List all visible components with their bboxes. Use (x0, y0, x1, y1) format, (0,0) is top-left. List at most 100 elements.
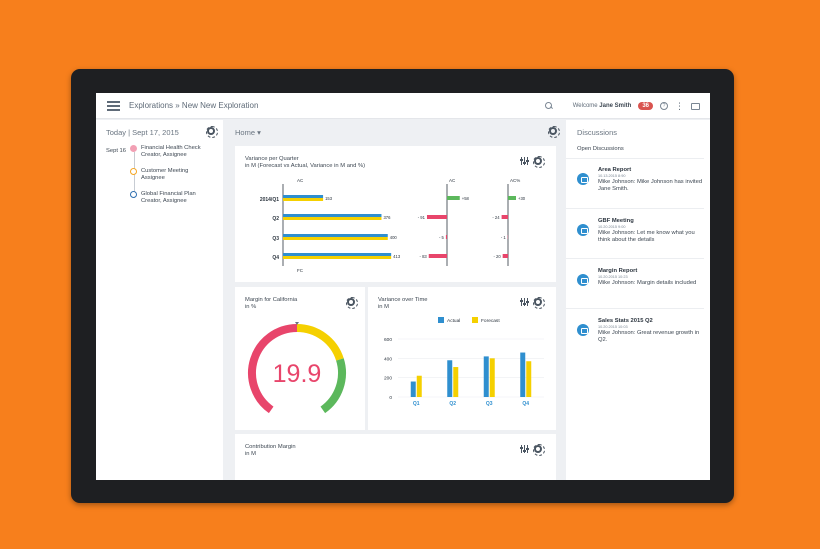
timeline-item[interactable]: Global Financial Plan Creator, Assignee (130, 191, 196, 205)
card-subtitle: in % (245, 304, 257, 310)
card-settings-gear-icon[interactable] (346, 297, 358, 309)
pct-bar (501, 215, 508, 219)
card-subtitle: in M (378, 304, 389, 310)
bar-forecast (526, 361, 532, 397)
variance-time-card: Variance over Time in M Actual Forecast 0 20… (368, 287, 556, 430)
card-subtitle: in M (245, 451, 256, 457)
app-screen: Explorations » New New Exploration Welco… (96, 93, 710, 480)
top-bar: Explorations » New New Exploration Welco… (96, 93, 710, 119)
chat-bubble-icon (577, 324, 589, 336)
timeline-dot-icon (130, 168, 137, 175)
breadcrumb[interactable]: Explorations » New New Exploration (129, 101, 259, 110)
top-right-controls: Welcome Jane Smith 36 ? ⋮ (544, 99, 700, 113)
pct-label: - 1 (501, 235, 507, 240)
welcome-text: Welcome Jane Smith (572, 103, 632, 109)
chat-bubble-icon (577, 274, 589, 286)
main-settings-gear-icon[interactable] (548, 126, 560, 138)
timeline-dot-icon (130, 145, 137, 152)
gauge-yellow-arc (296, 324, 344, 361)
actual-bar (283, 253, 392, 256)
row-label: Q2 (272, 216, 279, 222)
timeline-item[interactable]: Customer Meeting Assignee (130, 168, 188, 182)
fc-label: FC (297, 268, 304, 273)
timeline-settings-gear-icon[interactable] (206, 126, 218, 138)
col-label: AC% (510, 178, 520, 183)
forecast-bar (283, 198, 324, 201)
card-settings-gear-icon[interactable] (533, 444, 545, 456)
discussion-item[interactable]: Sales Stats 2015 Q2 10.20.2015 10:03 Mike … (577, 318, 705, 344)
notification-badge[interactable]: 36 (638, 102, 653, 110)
bar-forecast (453, 367, 459, 397)
card-title: Contribution Margin (245, 444, 296, 450)
y-tick-label: 0 (389, 395, 392, 401)
gauge-red-arc (248, 324, 298, 414)
row-label: Q3 (272, 236, 279, 242)
bar-actual (410, 381, 416, 397)
bar-forecast (489, 358, 495, 397)
gauge-value: 19.9 (273, 360, 322, 388)
card-title: Variance over Time (378, 297, 428, 303)
contribution-margin-card: Contribution Margin in M (235, 434, 556, 480)
filter-sliders-icon[interactable] (520, 157, 529, 165)
x-tick-label: Q2 (449, 401, 456, 407)
more-icon[interactable]: ⋮ (675, 100, 684, 111)
variance-quarter-card: Variance per Quarter in M (Forecast vs Ac… (235, 146, 556, 282)
legend-forecast-swatch (472, 317, 478, 323)
col-label: AC (449, 178, 456, 183)
variance-label: +58 (462, 196, 470, 201)
discussions-title: Discussions (577, 128, 618, 137)
value-label: 376 (383, 215, 391, 220)
search-icon[interactable] (544, 102, 553, 110)
legend-actual-swatch (438, 317, 444, 323)
y-tick-label: 400 (384, 356, 392, 362)
margin-california-card: Margin for California in % 19.9 (235, 287, 365, 430)
user-name[interactable]: Jane Smith (599, 103, 632, 109)
pct-label: +30 (518, 196, 526, 201)
col-label: AC (297, 178, 304, 183)
discussion-item[interactable]: Margin Report 10.20.2015 10:23 Mike Johnso… (577, 268, 705, 287)
forecast-bar (283, 237, 388, 240)
variance-bar (426, 215, 447, 219)
discussion-item[interactable]: Area Report 10.13.2015 8:90 Mike Johnson: … (577, 167, 705, 193)
pct-bar (502, 254, 508, 258)
gauge-marker (295, 322, 299, 325)
legend-forecast-label: Forecast (481, 318, 500, 324)
row-label: 2014/Q1 (260, 197, 279, 203)
row-label: Q4 (272, 255, 279, 261)
pct-label: - 24 (492, 215, 500, 220)
variance-time-chart: Actual Forecast 0 200 400 600 Q1 Q2 Q3 Q4 (384, 317, 544, 407)
discussions-panel: Discussions Open Discussions Area Report… (566, 120, 710, 480)
card-subtitle: in M (Forecast vs Actual, Variance in M … (245, 163, 366, 169)
timeline-line (134, 152, 135, 198)
chat-icon[interactable] (691, 102, 700, 110)
x-tick-label: Q1 (413, 401, 420, 407)
bar-actual (483, 356, 489, 397)
timeline-item[interactable]: Financial Health Check Creator, Assignee (130, 145, 201, 159)
home-dropdown[interactable]: Home ▾ (235, 128, 261, 137)
menu-icon[interactable] (107, 101, 120, 111)
card-settings-gear-icon[interactable] (533, 156, 545, 168)
today-date: Today | Sept 17, 2015 (106, 128, 179, 137)
forecast-bar (283, 217, 382, 220)
variance-bar (447, 196, 460, 200)
help-icon[interactable]: ? (660, 102, 668, 110)
chat-bubble-icon (577, 224, 589, 236)
y-tick-label: 600 (384, 337, 392, 343)
filter-sliders-icon[interactable] (520, 298, 529, 306)
variance-chart: AC FC AC AC% 2014/Q1 153 +58 +30 Q2 376 - 91 - 24 Q3… (260, 178, 526, 273)
discussion-item[interactable]: GBF Meeting 10.20.2015 9:00 Mike Johnson: … (577, 218, 705, 244)
margin-gauge: 19.9 (248, 322, 346, 414)
pct-bar (508, 196, 516, 200)
y-tick-label: 200 (384, 376, 392, 382)
pct-label: - 20 (493, 254, 501, 259)
bar-forecast (416, 375, 422, 397)
gauge-green-arc (320, 358, 346, 414)
timeline-panel: Today | Sept 17, 2015 Sept 16 Financial … (96, 120, 223, 480)
card-settings-gear-icon[interactable] (533, 297, 545, 309)
value-label: 153 (325, 196, 333, 201)
card-title: Variance per Quarter (245, 156, 299, 162)
bar-actual (520, 352, 526, 397)
actual-bar (283, 234, 388, 237)
variance-label: - 91 (418, 215, 426, 220)
filter-sliders-icon[interactable] (520, 445, 529, 453)
